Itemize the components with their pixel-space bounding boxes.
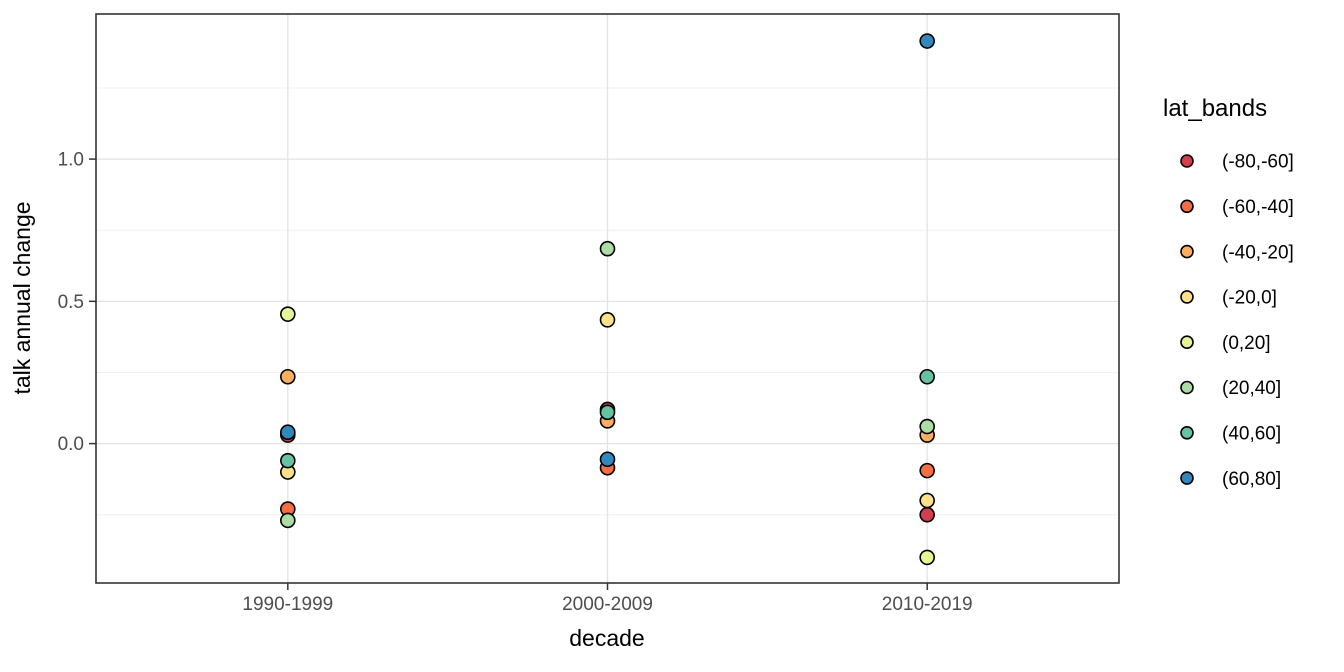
y-axis-title: talk annual change (9, 201, 35, 394)
data-points (280, 33, 935, 566)
legend-item-label: (-20,0] (1222, 288, 1277, 309)
legend-item: (-20,0] (1180, 288, 1277, 309)
y-axis-tick-labels: 0.0 0.5 1.0 (58, 150, 84, 456)
data-point (919, 549, 935, 566)
legend-key-swatch (1180, 380, 1194, 395)
legend-key-swatch (1180, 471, 1194, 485)
legend-item: (-40,-20] (1180, 242, 1294, 263)
legend-item: (-80,-60] (1180, 152, 1294, 173)
legend-key-swatch (1180, 244, 1194, 259)
data-point (919, 418, 935, 435)
data-point (919, 368, 935, 385)
legend-item-label: (0,20] (1222, 333, 1271, 354)
x-tick-label: 2010-2019 (882, 594, 973, 615)
legend-item-label: (20,40] (1222, 378, 1281, 399)
legend-items: (-80,-60] (-60,-40] (-40,-20] (-20,0] (0,20]… (1180, 152, 1294, 490)
legend-item: (0,20] (1180, 333, 1271, 354)
data-point (280, 306, 296, 322)
legend-item: (60,80] (1180, 469, 1281, 490)
data-point (599, 404, 616, 421)
legend-key-swatch (1180, 425, 1194, 440)
data-point (599, 240, 616, 257)
data-point (599, 312, 616, 328)
data-point (919, 506, 935, 523)
legend-item: (40,60] (1180, 423, 1281, 444)
y-tick-label: 1.0 (58, 150, 84, 171)
data-point (280, 452, 296, 469)
data-point (280, 424, 296, 441)
data-point (280, 368, 296, 385)
legend-item-label: (60,80] (1222, 469, 1281, 490)
y-tick-label: 0.5 (58, 292, 84, 313)
major-gridlines (96, 14, 1119, 583)
data-point (599, 451, 616, 468)
legend-key-swatch (1180, 290, 1194, 304)
legend-key-swatch (1180, 154, 1194, 168)
data-point (919, 462, 935, 479)
data-point (919, 33, 935, 49)
legend-item-label: (-40,-20] (1222, 242, 1294, 263)
x-axis-tick-labels: 1990-1999 2000-2009 2010-2019 (242, 594, 972, 615)
x-tick-label: 1990-1999 (242, 594, 333, 615)
y-tick-label: 0.0 (58, 434, 84, 455)
legend-item-label: (-80,-60] (1222, 152, 1294, 173)
x-tick-label: 2000-2009 (562, 594, 653, 615)
legend-title: lat_bands (1163, 95, 1267, 122)
legend-item: (20,40] (1180, 378, 1281, 399)
legend-item: (-60,-40] (1180, 197, 1294, 218)
legend-item-label: (-60,-40] (1222, 197, 1294, 218)
data-point (280, 512, 296, 529)
data-point (919, 492, 935, 509)
legend-key-swatch (1180, 335, 1194, 350)
legend-item-label: (40,60] (1222, 423, 1281, 444)
x-axis-title: decade (569, 625, 644, 651)
axis-tick-marks (89, 158, 928, 590)
legend-key-swatch (1180, 199, 1194, 214)
